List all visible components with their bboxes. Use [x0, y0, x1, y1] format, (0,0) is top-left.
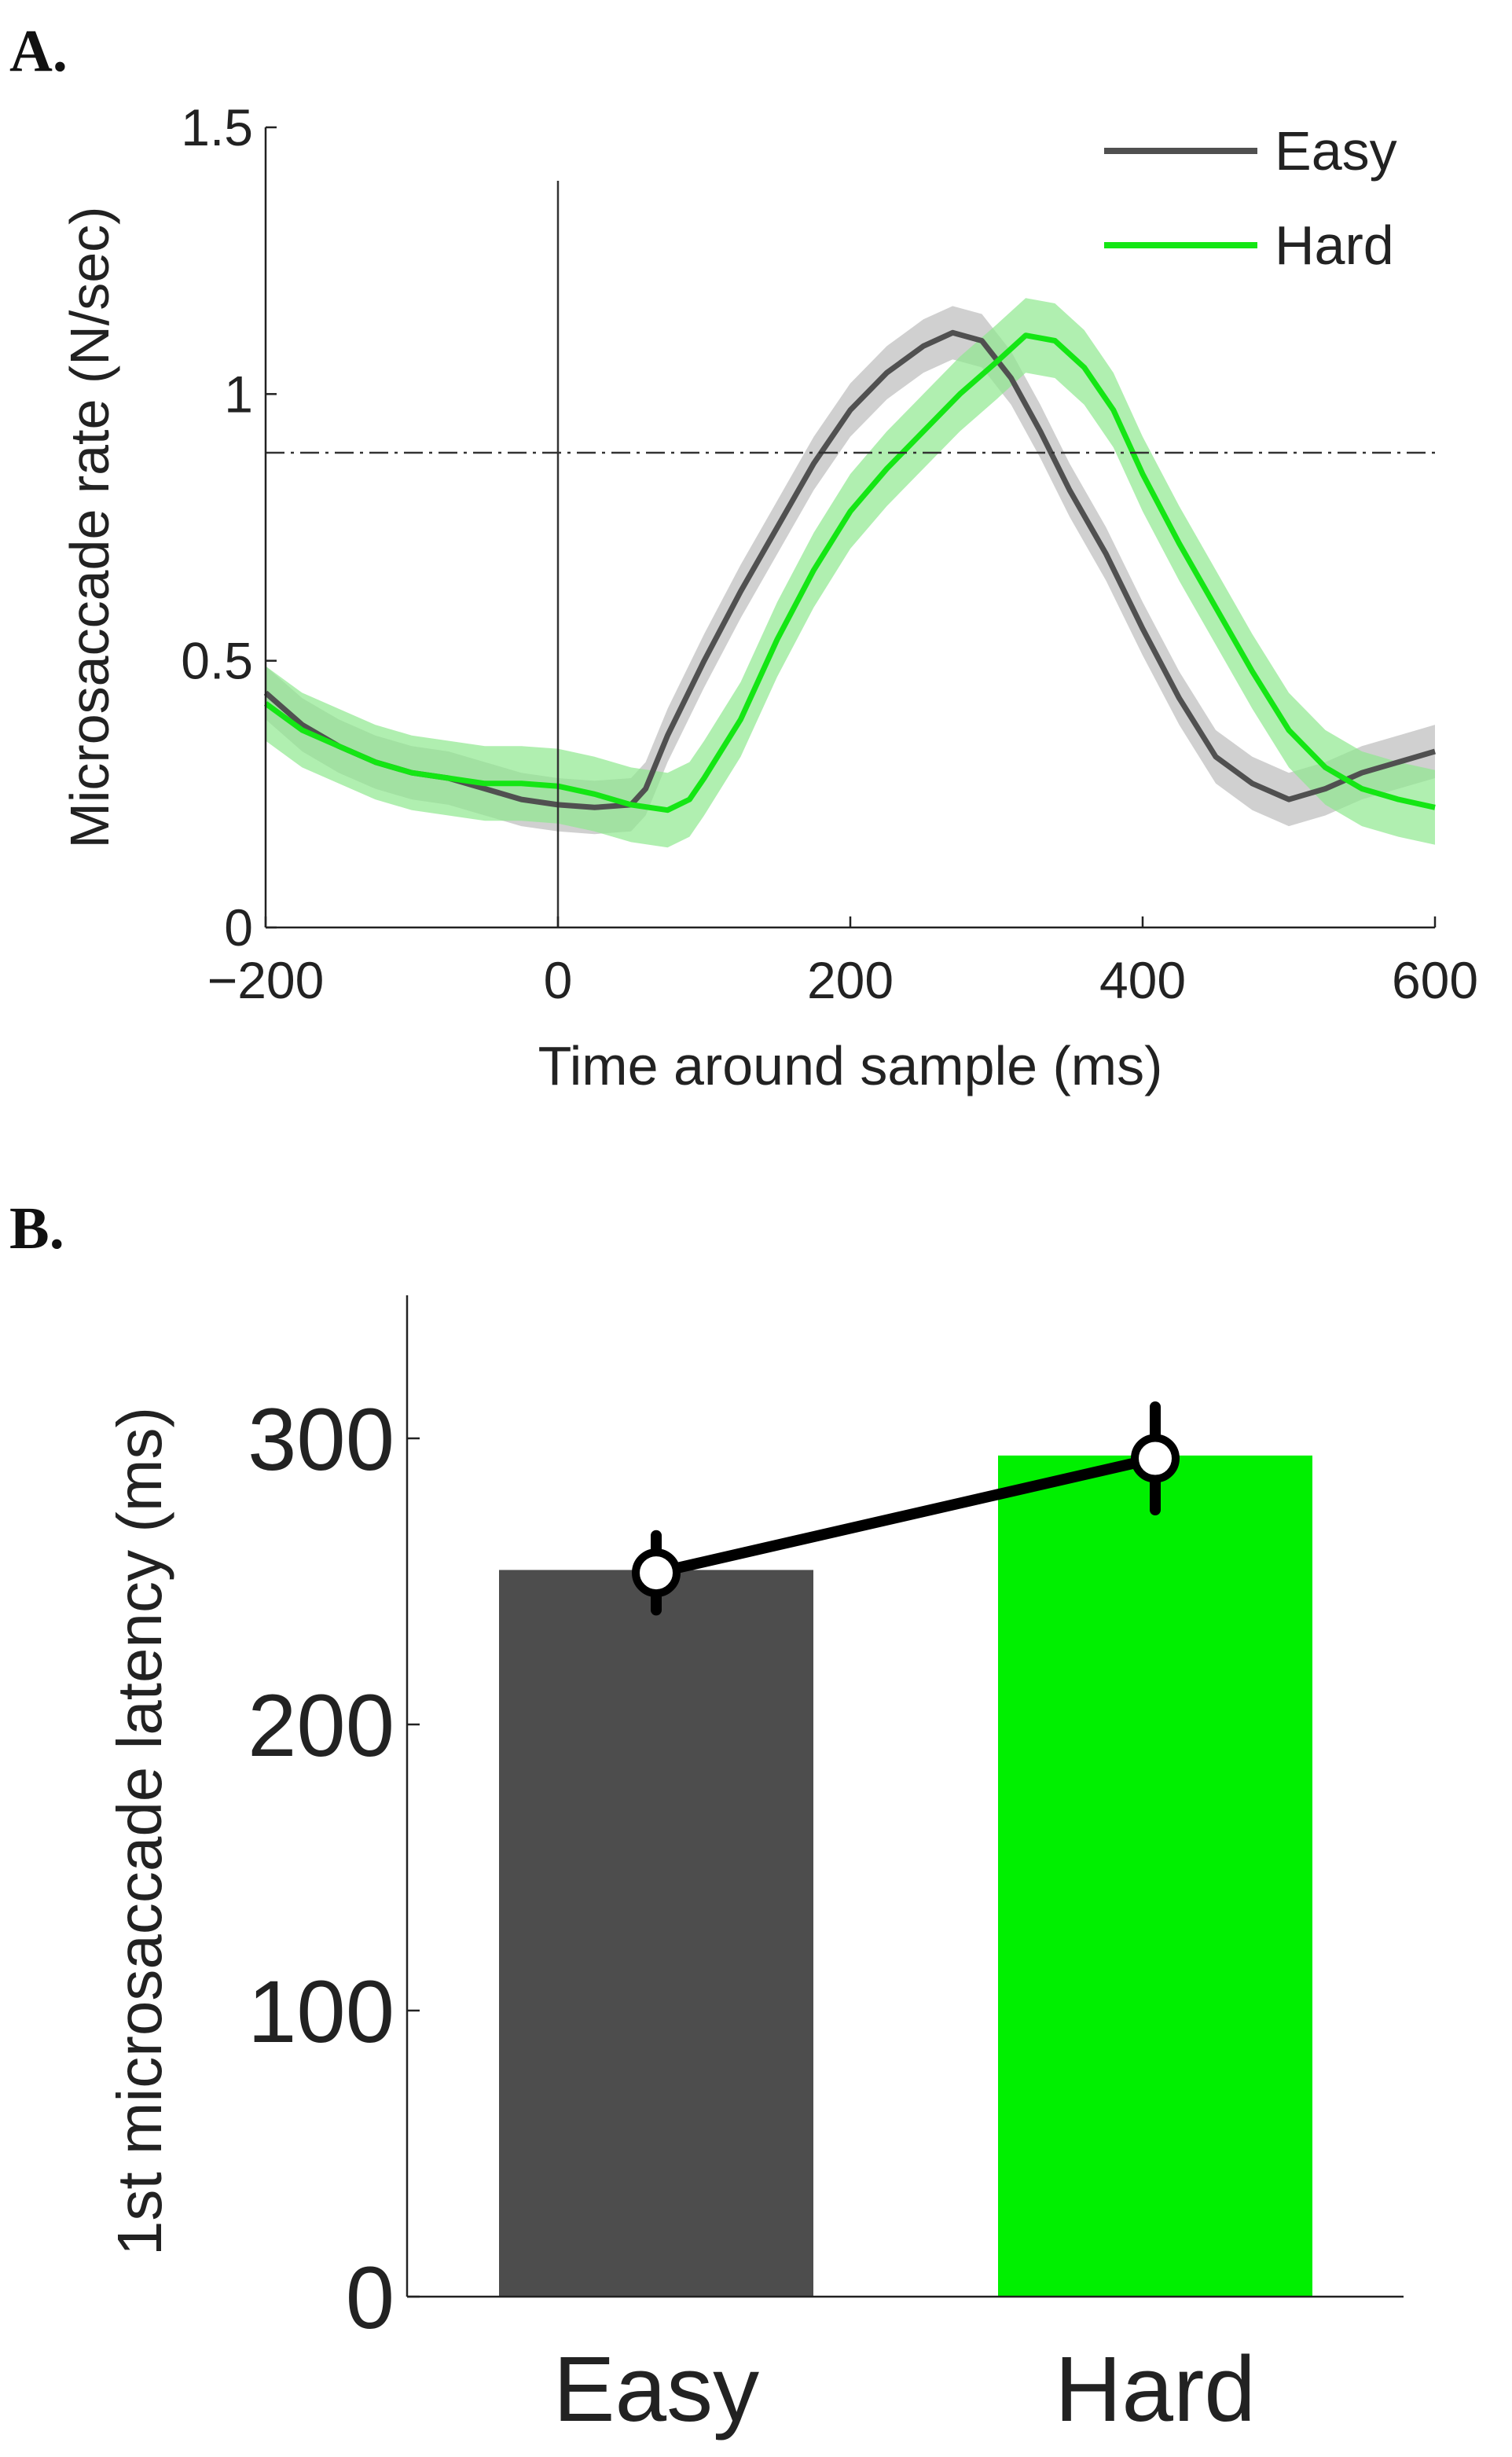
x-axis-label: Time around sample (ms) — [538, 1035, 1163, 1096]
legend-label-hard: Hard — [1275, 215, 1394, 276]
bar-easy — [499, 1570, 813, 2297]
x-tick-label: 600 — [1392, 951, 1478, 1009]
panel-b-chart: 0 100 200 300 Easy Hard 1st microsaccade laten… — [105, 1295, 1404, 2441]
y-tick-label: 0 — [224, 898, 253, 957]
y-axis-label: Microsaccade rate (N/sec) — [59, 207, 120, 849]
connecting-line — [651, 1453, 1161, 1579]
legend-label-easy: Easy — [1275, 120, 1397, 182]
bar-hard — [998, 1455, 1312, 2297]
y-tick-label: 100 — [248, 1963, 395, 2061]
y-tick-label: 200 — [248, 1677, 395, 1775]
y-tick-label: 300 — [248, 1390, 395, 1489]
x-tick-label: −200 — [207, 951, 325, 1009]
category-label-hard: Hard — [1055, 2338, 1256, 2441]
x-tick-label: 200 — [807, 951, 894, 1009]
y-tick-label: 1 — [224, 365, 253, 423]
panel-b-label: B. — [9, 1195, 64, 1262]
panel-a-label: A. — [9, 18, 68, 84]
y-tick-label: 1.5 — [181, 98, 253, 156]
series-line-hard — [263, 332, 1436, 813]
category-label-easy: Easy — [553, 2338, 759, 2441]
y-tick-label: 0.5 — [181, 632, 253, 690]
series-line-easy — [263, 329, 1436, 810]
y-tick-label: 0 — [346, 2249, 395, 2347]
x-tick-label: 400 — [1099, 951, 1186, 1009]
x-tick-label: 0 — [544, 951, 573, 1009]
mean-point-hard — [1131, 1434, 1180, 1483]
y-axis-label: 1st microsaccade latency (ms) — [105, 1407, 174, 2256]
mean-point-easy — [632, 1548, 681, 1598]
